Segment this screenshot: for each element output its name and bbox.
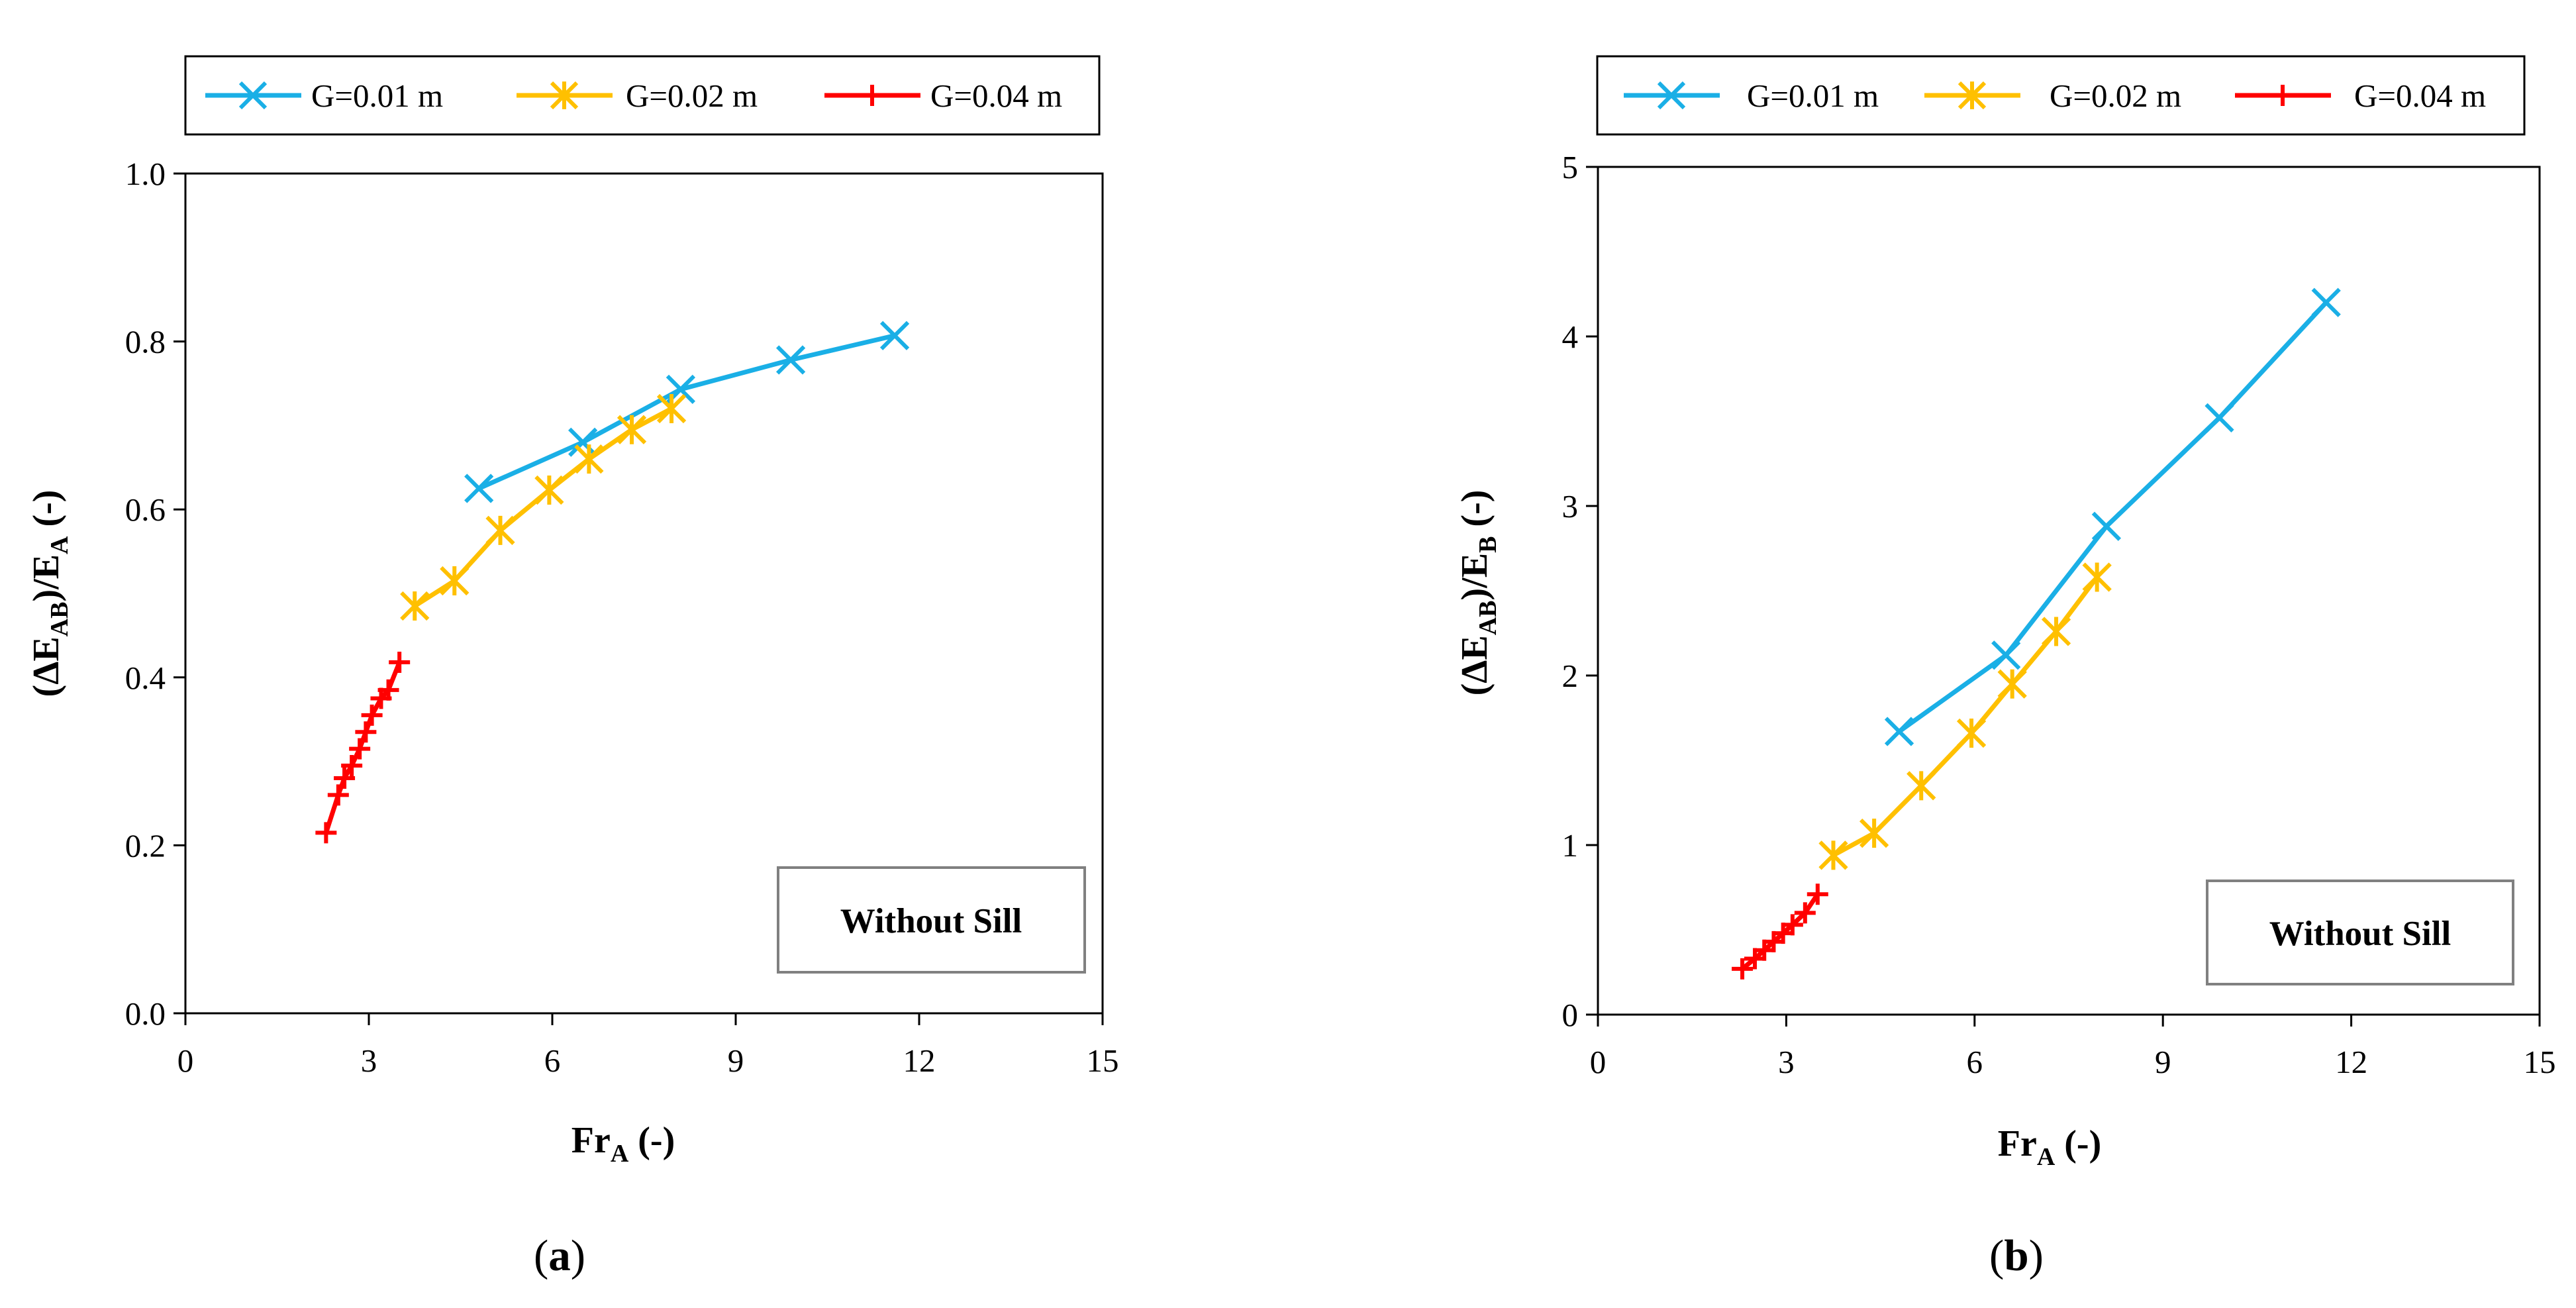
legend-item-a-2: G=0.04 m — [824, 77, 1062, 114]
legend-swatch-marker — [2272, 85, 2293, 106]
legend-label: G=0.04 m — [930, 77, 1062, 114]
legend-item-a-1: G=0.02 m — [517, 77, 758, 114]
data-point-a-2 — [327, 784, 349, 806]
x-axis-title-a: FrA (-) — [571, 1120, 675, 1168]
y-tick-label-a: 1.0 — [125, 156, 166, 192]
data-point-a-1 — [534, 475, 564, 505]
data-point-a-2 — [355, 721, 377, 743]
data-point-b-1 — [1859, 818, 1889, 848]
y-tick-label-a: 0.4 — [125, 660, 166, 696]
annotation-box-b — [2206, 880, 2514, 985]
data-point-a-1 — [574, 444, 604, 474]
x-tick-label-b: 0 — [1590, 1044, 1607, 1080]
data-point-b-0 — [1991, 640, 2021, 670]
y-tick-label-b: 1 — [1562, 827, 1579, 864]
data-point-a-2 — [377, 679, 399, 701]
data-point-a-2 — [349, 738, 371, 760]
legend-label: G=0.01 m — [1747, 77, 1879, 114]
x-tick-label-a: 12 — [903, 1042, 936, 1079]
legend-item-b-1: G=0.02 m — [1924, 77, 2181, 114]
data-point-a-0 — [568, 427, 598, 457]
y-tick-label-b: 2 — [1562, 658, 1579, 694]
x-tick-label-a: 15 — [1087, 1042, 1119, 1079]
y-tick-label-b: 5 — [1562, 149, 1579, 185]
data-point-b-0 — [1884, 717, 1914, 746]
data-point-a-0 — [464, 474, 494, 503]
legend-item-a-0: G=0.01 m — [205, 77, 443, 114]
annotation-b: Without Sill — [2269, 915, 2451, 953]
x-tick-label-a: 6 — [544, 1042, 561, 1079]
data-point-b-1 — [1956, 718, 1987, 748]
legend-label: G=0.02 m — [2050, 77, 2181, 114]
data-point-b-1 — [1997, 669, 2027, 699]
legend-box-b — [1596, 55, 2526, 136]
annotation-box-a — [777, 866, 1086, 974]
x-tick-label-b: 12 — [2335, 1044, 2367, 1080]
y-tick-label-a: 0.0 — [125, 995, 166, 1032]
x-tick-label-a: 3 — [361, 1042, 377, 1079]
legend-label: G=0.04 m — [2354, 77, 2486, 114]
data-point-a-2 — [389, 651, 411, 673]
x-tick-label-b: 9 — [2155, 1044, 2171, 1080]
data-point-b-2 — [1732, 958, 1754, 980]
data-point-a-0 — [775, 345, 806, 375]
data-point-b-2 — [1781, 914, 1803, 936]
legend-swatch-marker — [1657, 81, 1686, 110]
data-point-a-1 — [400, 591, 430, 621]
data-point-b-1 — [2082, 562, 2112, 592]
x-tick-label-b: 3 — [1778, 1044, 1795, 1080]
y-tick-label-a: 0.2 — [125, 827, 166, 864]
data-point-a-1 — [617, 415, 647, 444]
y-tick-label-b: 0 — [1562, 997, 1579, 1033]
legend-item-b-0: G=0.01 m — [1624, 77, 1879, 114]
data-point-b-1 — [1818, 840, 1848, 870]
data-point-a-2 — [361, 704, 383, 726]
legend-swatch-marker — [238, 81, 268, 110]
data-point-a-2 — [334, 767, 356, 789]
chart-panel-a: G=0.01 m G=0.02 m G=0.04 m 0 3 6 9 12 15 0.0 0.2 0… — [26, 55, 1119, 1280]
y-tick-label-a: 0.6 — [125, 491, 166, 528]
legend-swatch-marker — [550, 81, 579, 110]
data-point-b-0 — [2091, 511, 2122, 541]
data-point-a-2 — [315, 822, 337, 844]
data-point-a-0 — [879, 321, 910, 350]
legend-box-a — [184, 55, 1101, 136]
data-point-a-1 — [485, 515, 515, 546]
plot-area-b — [1597, 166, 2541, 1016]
legend-item-b-2: G=0.04 m — [2235, 77, 2486, 114]
legend-swatch-marker — [862, 85, 883, 106]
y-tick-label-b: 3 — [1562, 488, 1579, 525]
legend-b: G=0.01 m G=0.02 m G=0.04 m — [1624, 77, 2486, 114]
data-point-b-1 — [1907, 771, 1936, 801]
legend-a: G=0.01 m G=0.02 m G=0.04 m — [205, 77, 1062, 114]
legend-label: G=0.01 m — [311, 77, 443, 114]
data-point-b-0 — [2204, 403, 2234, 433]
data-point-a-2 — [341, 754, 363, 776]
x-tick-label-b: 15 — [2524, 1044, 2556, 1080]
x-tick-label-a: 0 — [177, 1042, 194, 1079]
data-point-a-1 — [440, 566, 470, 596]
chart-panel-b: G=0.01 m G=0.02 m G=0.04 m 0 3 6 9 12 15012345 … — [1454, 55, 2556, 1280]
data-point-b-1 — [2041, 617, 2071, 646]
y-axis-title-a: (ΔEAB)/EA (-) — [26, 490, 74, 697]
data-point-b-2 — [1807, 883, 1828, 905]
data-point-b-2 — [1794, 902, 1816, 924]
data-point-a-1 — [656, 393, 687, 424]
x-tick-label-a: 9 — [728, 1042, 744, 1079]
data-point-b-0 — [2311, 287, 2341, 317]
y-axis-title-b: (ΔEAB)/EB (-) — [1454, 490, 1502, 696]
y-tick-label-a: 0.8 — [125, 324, 166, 360]
panel-caption-b: (b) — [1989, 1231, 2044, 1280]
panel-caption-a: (a) — [534, 1231, 585, 1280]
x-tick-label-b: 6 — [1967, 1044, 1983, 1080]
annotation-a: Without Sill — [840, 902, 1022, 940]
series-line-a-2 — [324, 661, 402, 834]
y-tick-label-b: 4 — [1562, 319, 1579, 355]
x-axis-title-b: FrA (-) — [1998, 1123, 2101, 1171]
legend-swatch-marker — [1957, 81, 1987, 110]
legend-label: G=0.02 m — [626, 77, 758, 114]
